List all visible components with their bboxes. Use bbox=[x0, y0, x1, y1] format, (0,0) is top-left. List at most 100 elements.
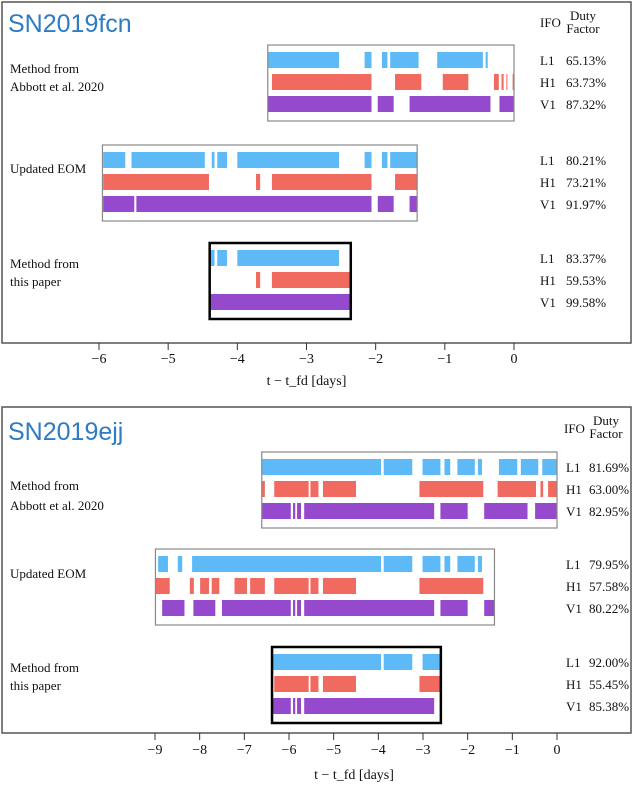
ifo-label: L1 bbox=[540, 153, 554, 168]
duty-factor-value: 59.53% bbox=[566, 273, 606, 288]
segment-v1 bbox=[162, 600, 185, 616]
duty-factor-value: 91.97% bbox=[566, 197, 606, 212]
x-tick-label: 0 bbox=[511, 352, 518, 367]
method-label: Updated EOM bbox=[10, 566, 87, 581]
method-label: Abbott et al. 2020 bbox=[10, 79, 104, 94]
segment-l1 bbox=[390, 52, 419, 68]
duty-factor-value: 79.95% bbox=[589, 557, 629, 572]
highlight-window-box bbox=[270, 645, 443, 725]
segment-h1 bbox=[322, 481, 356, 497]
duty-factor-value: 81.69% bbox=[589, 460, 629, 475]
duty-factor-value: 63.00% bbox=[589, 482, 629, 497]
segment-h1 bbox=[310, 481, 319, 497]
segment-l1 bbox=[477, 459, 482, 475]
segment-v1 bbox=[440, 600, 468, 616]
segment-h1 bbox=[234, 578, 248, 594]
method-label: this paper bbox=[10, 678, 62, 693]
highlight-window-box bbox=[208, 241, 353, 321]
duty-factor-value: 99.58% bbox=[566, 295, 606, 310]
ifo-label: L1 bbox=[566, 557, 580, 572]
duty-factor-value: 85.38% bbox=[589, 699, 629, 714]
segment-h1 bbox=[274, 676, 309, 692]
segment-l1 bbox=[192, 556, 382, 572]
segment-v1 bbox=[293, 698, 296, 714]
segment-h1 bbox=[419, 676, 441, 692]
segment-h1 bbox=[512, 74, 514, 90]
duty-factor-value: 92.00% bbox=[589, 655, 629, 670]
segment-h1 bbox=[271, 272, 351, 288]
segment-l1 bbox=[383, 556, 413, 572]
x-tick-label: 0 bbox=[554, 743, 561, 758]
ifo-label: H1 bbox=[540, 75, 556, 90]
segment-v1 bbox=[193, 600, 216, 616]
segment-l1 bbox=[477, 556, 482, 572]
segment-l1 bbox=[485, 52, 488, 68]
ifo-label: V1 bbox=[566, 504, 582, 519]
segment-h1 bbox=[506, 74, 508, 90]
segment-h1 bbox=[256, 174, 261, 190]
segment-l1 bbox=[520, 459, 539, 475]
segment-v1 bbox=[409, 96, 491, 112]
ifo-label: V1 bbox=[540, 97, 556, 112]
segment-l1 bbox=[381, 152, 388, 168]
header-ifo: IFO bbox=[564, 421, 585, 436]
segment-l1 bbox=[177, 556, 183, 572]
duty-factor-value: 80.21% bbox=[566, 153, 606, 168]
segment-h1 bbox=[155, 578, 170, 594]
segment-v1 bbox=[293, 600, 296, 616]
duty-factor-value: 80.22% bbox=[589, 601, 629, 616]
segment-l1 bbox=[364, 52, 372, 68]
ifo-label: H1 bbox=[566, 677, 582, 692]
segment-l1 bbox=[437, 52, 483, 68]
ifo-label: L1 bbox=[540, 251, 554, 266]
window-box bbox=[261, 451, 558, 529]
segment-v1 bbox=[304, 698, 435, 714]
segment-v1 bbox=[484, 503, 528, 519]
duty-factor-value: 57.58% bbox=[589, 579, 629, 594]
method-group: Updated EOM L1 79.95% H1 57.58% V1 80.22% bbox=[10, 548, 629, 626]
segment-h1 bbox=[419, 481, 484, 497]
segment-l1 bbox=[237, 152, 340, 168]
segment-v1 bbox=[297, 698, 302, 714]
method-label: Method from bbox=[10, 478, 79, 493]
segment-v1 bbox=[499, 96, 514, 112]
segment-l1 bbox=[422, 556, 441, 572]
segment-h1 bbox=[271, 174, 372, 190]
segment-l1 bbox=[383, 459, 413, 475]
header-duty: Duty bbox=[570, 8, 597, 23]
ifo-label: H1 bbox=[540, 175, 556, 190]
segment-v1 bbox=[377, 196, 394, 212]
segment-v1 bbox=[222, 600, 291, 616]
method-group: Method from this paper L1 92.00% H1 55.45% V1 8… bbox=[10, 645, 629, 725]
duty-factor-value: 63.73% bbox=[566, 75, 606, 90]
segment-h1 bbox=[250, 578, 265, 594]
x-tick-label: −5 bbox=[326, 743, 341, 758]
segment-h1 bbox=[310, 676, 319, 692]
segment-l1 bbox=[444, 556, 451, 572]
segment-l1 bbox=[364, 152, 372, 168]
segment-h1 bbox=[274, 481, 309, 497]
segment-h1 bbox=[310, 578, 319, 594]
segment-v1 bbox=[304, 600, 435, 616]
segment-h1 bbox=[189, 578, 194, 594]
segment-v1 bbox=[136, 196, 372, 212]
method-label: Method from bbox=[10, 660, 79, 675]
x-tick-label: −4 bbox=[230, 352, 245, 367]
segment-l1 bbox=[209, 250, 215, 266]
x-tick-label: −1 bbox=[437, 352, 452, 367]
segment-v1 bbox=[297, 600, 302, 616]
ifo-label: L1 bbox=[540, 53, 554, 68]
x-tick-label: −4 bbox=[371, 743, 386, 758]
segment-h1 bbox=[540, 481, 544, 497]
segment-v1 bbox=[272, 698, 291, 714]
segment-h1 bbox=[395, 74, 422, 90]
segment-l1 bbox=[444, 459, 451, 475]
window-box bbox=[154, 548, 496, 626]
segment-h1 bbox=[256, 272, 261, 288]
segment-v1 bbox=[267, 96, 372, 112]
duty-factor-value: 87.32% bbox=[566, 97, 606, 112]
x-tick-label: −7 bbox=[237, 743, 252, 758]
x-axis-label: t − t_fd [days] bbox=[314, 768, 394, 783]
